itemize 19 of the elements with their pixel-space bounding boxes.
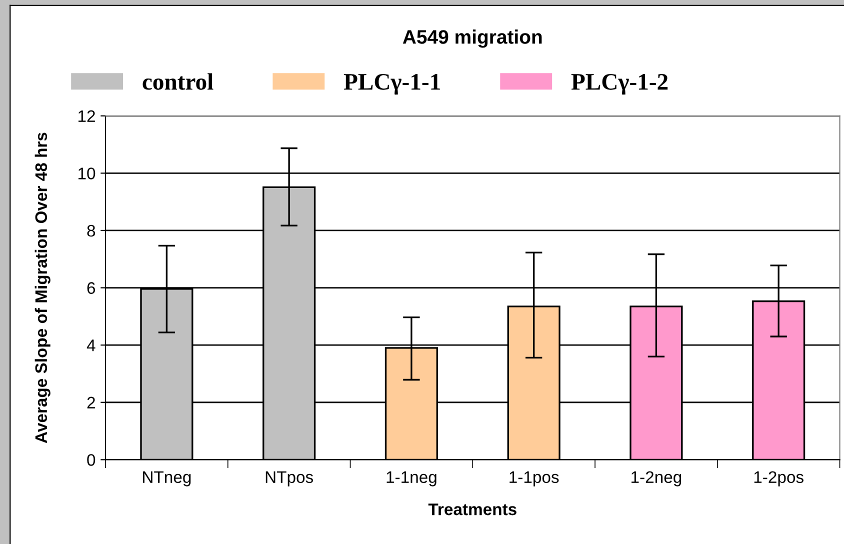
x-tick-label: NTneg [143,471,191,486]
y-tick-label: 0 [87,454,96,466]
x-tick-label: NTpos [266,471,314,486]
legend-label: PLCγ-1-2 [571,74,668,95]
legend-label: control [142,73,214,90]
x-tick-label: 1-2pos [754,471,804,486]
x-axis-title: Treatments [428,504,516,516]
x-tick-label: 1-1pos [510,471,559,486]
y-axis-title: Average Slope of Migration Over 48 hrs [34,132,50,444]
y-tick-label: 6 [87,282,96,294]
y-tick-label: 12 [78,110,95,122]
x-tick-label: 1-1neg [386,471,436,486]
y-tick-label: 8 [87,224,96,237]
x-tick-label: 1-2neg [632,471,682,486]
legend-label: PLCγ-1-1 [344,74,440,95]
y-tick-label: 4 [86,340,96,352]
y-tick-label: 2 [87,396,95,408]
chart-title: A549 migration [402,30,542,48]
y-tick-label: 10 [78,168,96,180]
